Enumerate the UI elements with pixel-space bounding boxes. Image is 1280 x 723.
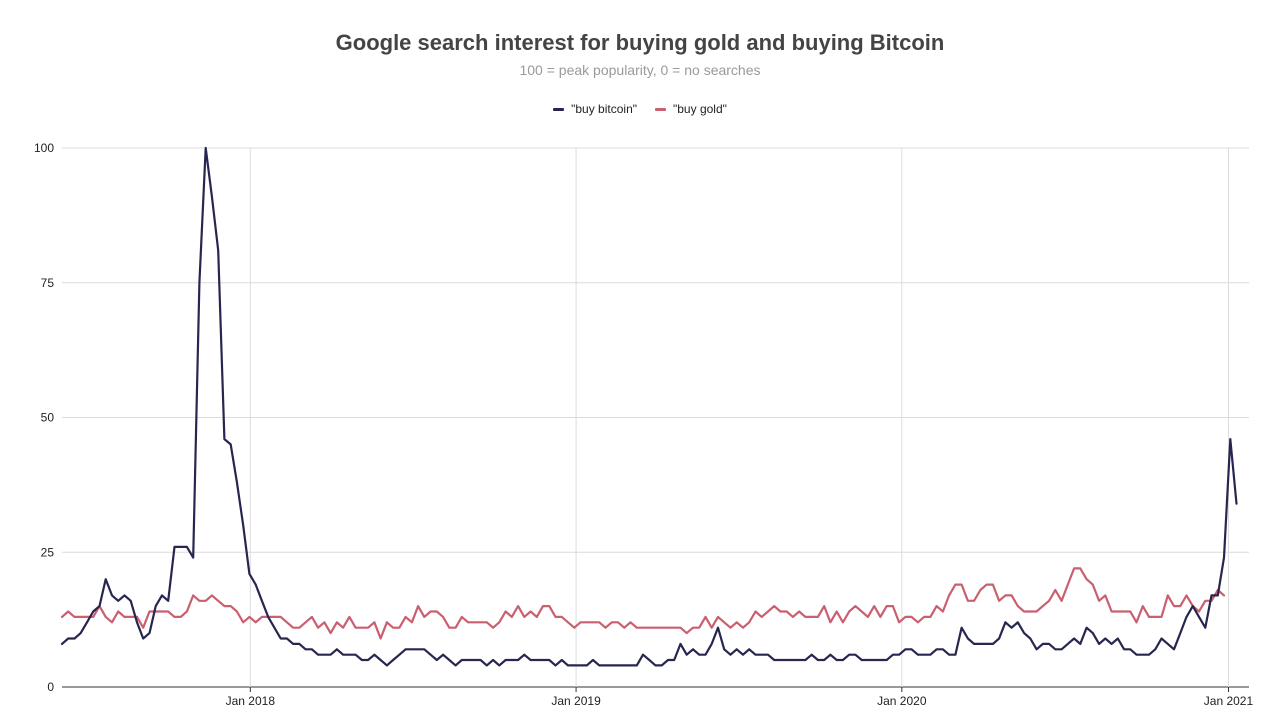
chart-title: Google search interest for buying gold a… — [335, 30, 945, 55]
x-tick-label-2: Jan 2020 — [877, 694, 927, 708]
series-line-buy-gold — [60, 567, 1226, 640]
legend-label-buy-gold: "buy gold" — [673, 102, 727, 116]
series-line-buy-bitcoin — [60, 146, 1238, 667]
x-tick-label-0: Jan 2018 — [226, 694, 276, 708]
legend-label-buy-bitcoin: "buy bitcoin" — [571, 102, 637, 116]
chart-legend: "buy bitcoin" "buy gold" — [0, 102, 1280, 116]
legend-swatch-buy-gold — [655, 107, 666, 111]
y-tick-label-0: 0 — [47, 680, 54, 694]
x-tick-label-3: Jan 2021 — [1204, 694, 1254, 708]
y-tick-label-2: 50 — [41, 411, 55, 425]
x-tick-label-1: Jan 2019 — [551, 694, 601, 708]
legend-item-buy-gold[interactable]: "buy gold" — [655, 102, 727, 116]
chart-subtitle: 100 = peak popularity, 0 = no searches — [519, 62, 761, 78]
legend-item-buy-bitcoin[interactable]: "buy bitcoin" — [553, 102, 637, 116]
y-tick-label-1: 25 — [41, 545, 55, 559]
y-tick-label-3: 75 — [41, 276, 55, 290]
legend-swatch-buy-bitcoin — [553, 107, 565, 111]
y-tick-label-4: 100 — [34, 141, 54, 155]
